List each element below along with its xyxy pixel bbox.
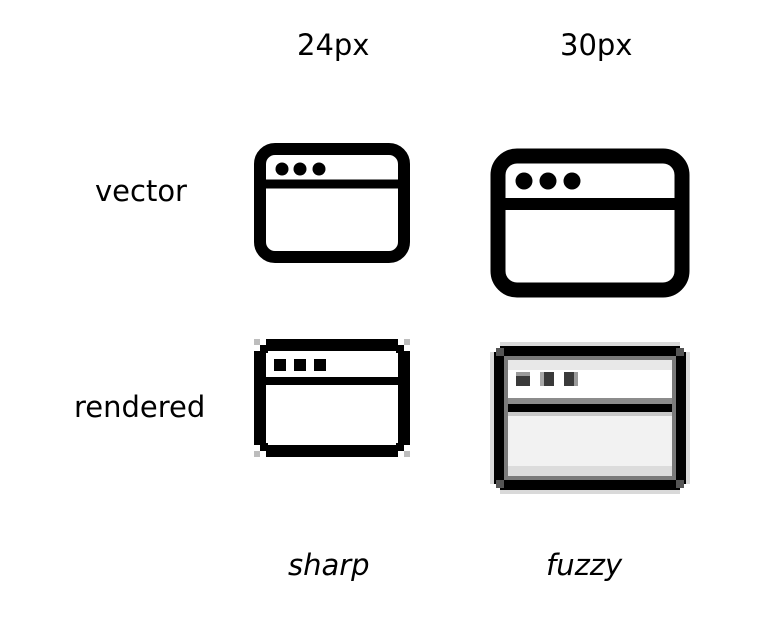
row-label-rendered: rendered	[74, 390, 206, 424]
browser-window-icon-rendered-30	[490, 342, 690, 494]
column-header-30px: 30px	[560, 28, 633, 62]
row-label-vector: vector	[95, 174, 187, 208]
caption-fuzzy: fuzzy	[546, 548, 623, 582]
browser-window-icon-rendered-24	[254, 339, 410, 457]
column-header-24px: 24px	[297, 28, 370, 62]
browser-window-icon-vector-30	[490, 148, 690, 298]
browser-window-icon-vector-24	[254, 143, 410, 263]
caption-sharp: sharp	[288, 548, 370, 582]
